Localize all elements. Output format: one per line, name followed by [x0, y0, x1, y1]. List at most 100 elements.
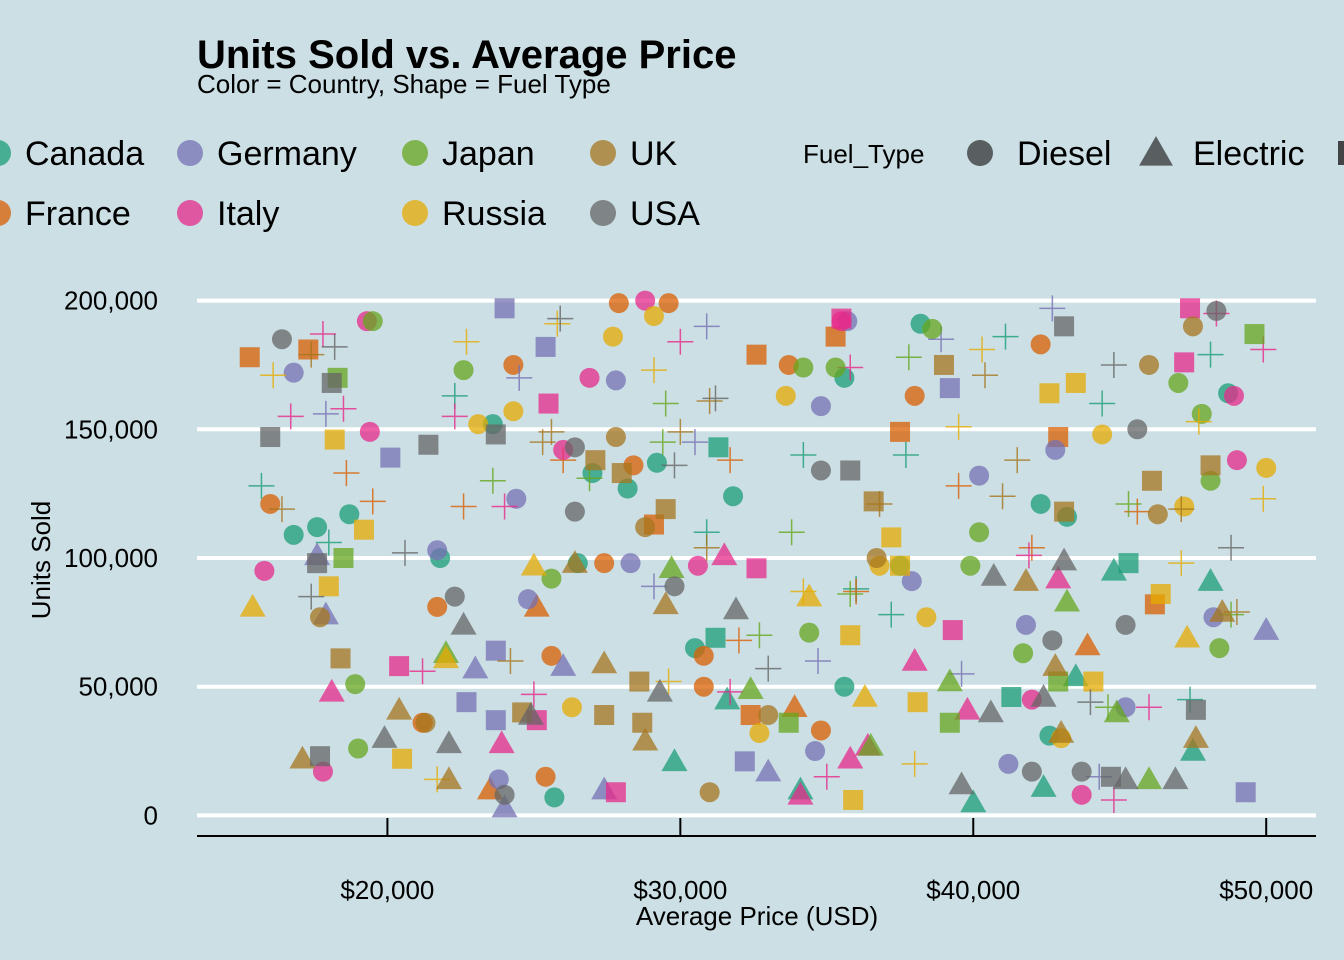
data-point-circle	[922, 318, 943, 339]
data-point-square	[1039, 383, 1060, 404]
data-point-circle	[1030, 334, 1051, 355]
data-point-square	[1180, 298, 1201, 319]
data-point-circle	[693, 676, 714, 697]
data-point-cross	[755, 655, 782, 682]
data-point-circle	[339, 504, 360, 525]
data-point-cross	[538, 418, 565, 445]
data-point-cross	[843, 578, 870, 605]
data-point-square	[778, 712, 799, 733]
data-point-square	[538, 393, 559, 414]
data-point-circle	[1127, 419, 1148, 440]
data-point-triangle	[1054, 588, 1081, 612]
data-point-triangle	[796, 583, 823, 607]
data-point-cross	[989, 483, 1016, 510]
data-point-circle	[805, 741, 826, 762]
data-point-circle	[494, 784, 515, 805]
data-point-cross	[681, 429, 708, 456]
data-point-circle	[541, 645, 562, 666]
data-point-triangle	[1136, 766, 1163, 790]
legend-label-uk: UK	[630, 135, 678, 173]
x-tick-label: $30,000	[633, 875, 727, 905]
data-point-cross	[640, 573, 667, 600]
data-point-triangle	[561, 550, 588, 573]
y-tick-label: 0	[144, 800, 158, 830]
data-point-square	[239, 347, 260, 368]
data-point-cross	[878, 601, 905, 628]
data-point-cross	[441, 403, 468, 430]
data-point-triangle	[435, 730, 462, 754]
data-point-square	[605, 782, 626, 803]
data-point-triangle	[1048, 720, 1075, 743]
x-axis-ticks: $20,000 $30,000 $40,000 $50,000	[340, 818, 1313, 905]
data-point-triangle	[632, 727, 659, 751]
data-point-circle	[810, 720, 831, 741]
data-point-triangle	[318, 678, 345, 702]
data-point-triangle	[488, 730, 515, 754]
data-point-circle	[1021, 761, 1042, 782]
data-point-circle	[1223, 385, 1244, 406]
data-point-square	[629, 671, 650, 692]
data-point-square	[881, 527, 902, 548]
data-point-triangle	[1162, 766, 1189, 790]
data-point-triangle	[289, 745, 316, 769]
data-point-cross	[971, 362, 998, 389]
data-point-circle	[444, 586, 465, 607]
data-point-cross	[640, 357, 667, 384]
data-point-circle	[620, 553, 641, 574]
data-point-circle	[310, 607, 331, 628]
data-point-circle	[506, 488, 527, 509]
data-point-circle	[758, 705, 779, 726]
data-point-triangle	[1042, 653, 1069, 676]
data-point-triangle	[1182, 725, 1209, 748]
data-point-circle	[605, 370, 626, 391]
data-point-circle	[969, 465, 990, 486]
data-point-cross	[1185, 408, 1212, 435]
data-point-circle	[1200, 470, 1221, 491]
data-point-square	[1185, 699, 1206, 720]
data-point-circle	[312, 761, 333, 782]
data-point-circle	[1147, 504, 1168, 525]
chart-subtitle: Color = Country, Shape = Fuel Type	[197, 69, 611, 99]
data-point-triangle	[1051, 547, 1078, 571]
data-point-cross	[1197, 341, 1224, 368]
data-point-circle	[415, 712, 436, 733]
series-usa	[260, 300, 1245, 805]
data-point-square	[298, 339, 319, 360]
data-point-circle	[427, 540, 448, 561]
data-point-cross	[652, 390, 679, 417]
series-canada	[248, 313, 1239, 813]
legend-swatch-usa	[590, 200, 616, 226]
data-point-circle	[1045, 439, 1066, 460]
data-point-square	[655, 499, 676, 520]
data-point-cross	[805, 647, 832, 674]
legend-label-germany: Germany	[217, 135, 357, 173]
data-point-circle	[1191, 403, 1212, 424]
data-point-triangle	[1045, 565, 1072, 589]
data-point-cross	[248, 472, 275, 499]
data-point-triangle	[646, 678, 673, 702]
data-point-cross	[945, 472, 972, 499]
data-point-circle	[564, 501, 585, 522]
data-point-cross	[491, 493, 518, 520]
data-point-circle	[1226, 450, 1247, 471]
data-point-cross	[497, 647, 524, 674]
data-point-square	[1118, 553, 1139, 574]
data-point-circle	[693, 645, 714, 666]
data-point-circle	[834, 676, 855, 697]
data-point-square	[863, 491, 884, 512]
data-point-circle	[283, 524, 304, 545]
data-point-square	[389, 656, 410, 677]
data-point-triangle	[462, 655, 489, 679]
data-point-cross	[391, 539, 418, 566]
data-point-triangle	[450, 611, 477, 635]
data-point-cross	[667, 418, 694, 445]
data-point-circle	[561, 697, 582, 718]
data-point-square	[594, 705, 615, 726]
data-point-square	[939, 712, 960, 733]
data-point-circle	[359, 421, 380, 442]
series-uk	[268, 316, 1250, 803]
data-point-triangle	[523, 593, 550, 617]
data-point-cross	[1115, 490, 1142, 517]
legend-label-diesel: Diesel	[1017, 135, 1111, 173]
data-point-circle	[348, 738, 369, 759]
